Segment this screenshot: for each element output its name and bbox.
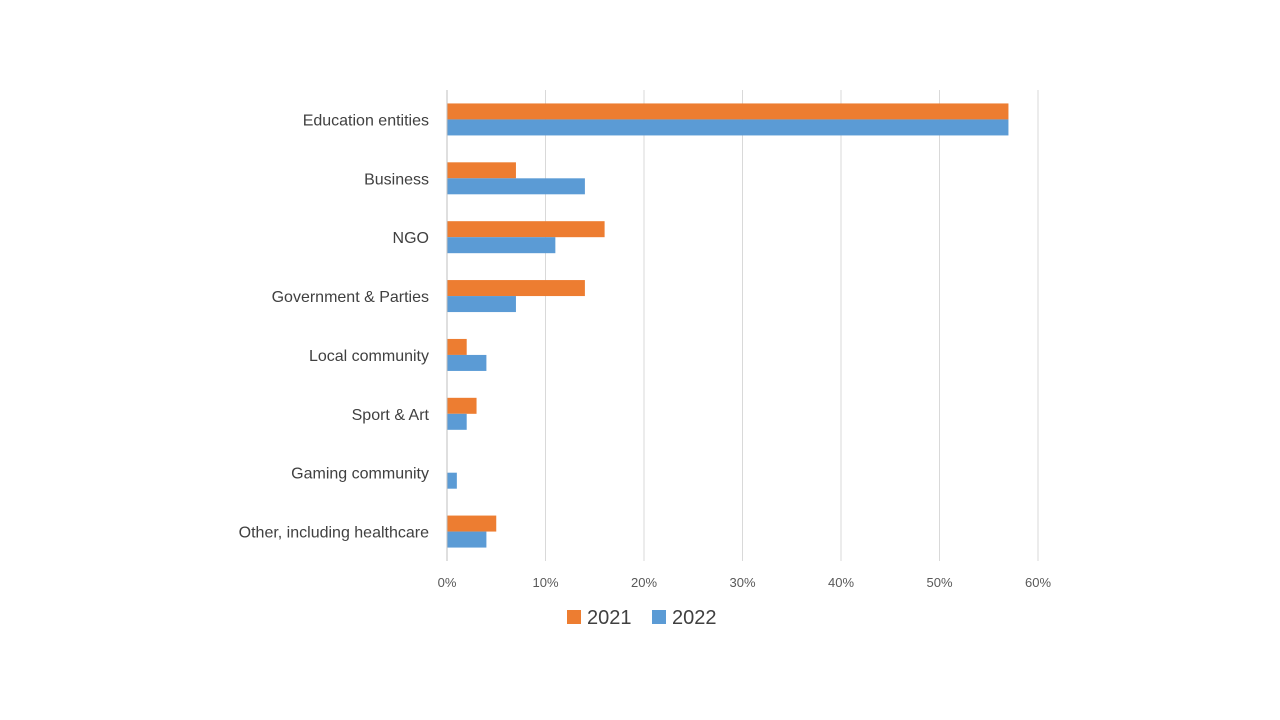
legend-label-2022: 2022 [672,607,717,629]
category-label: Education entities [303,112,429,129]
category-label: NGO [393,230,429,247]
bar-2022-7 [447,531,487,548]
bar-2021-5 [447,397,477,414]
category-label: Sport & Art [352,407,430,424]
bar-2021-1 [447,162,516,179]
bar-2022-1 [447,178,585,195]
bar-2021-0 [447,103,1009,120]
x-tick-label: 40% [828,575,854,590]
x-tick-label: 30% [729,575,755,590]
bar-2021-2 [447,221,605,238]
bar-2022-6 [447,472,457,489]
category-label: Government & Parties [272,289,429,306]
bars [447,103,1009,548]
x-tick-label: 0% [438,575,457,590]
x-tick-label: 10% [532,575,558,590]
category-labels: Education entities Business NGO Government … [239,112,430,541]
legend: 2021 2022 [567,607,717,629]
x-tick-label: 20% [631,575,657,590]
category-label: Gaming community [291,466,429,483]
gridlines [545,90,1039,561]
legend-label-2021: 2021 [587,607,632,629]
bar-2022-2 [447,237,556,254]
x-tick-label: 60% [1025,575,1051,590]
bar-2021-4 [447,338,467,355]
bar-2022-4 [447,354,487,371]
category-label: Other, including healthcare [239,525,429,542]
bar-2022-5 [447,413,467,430]
bar-2022-3 [447,296,516,313]
legend-swatch-2021 [567,610,581,624]
category-label: Business [364,171,429,188]
x-tick-label: 50% [926,575,952,590]
category-label: Local community [309,348,429,365]
bar-2021-3 [447,280,585,297]
bar-2022-0 [447,119,1009,136]
bar-2021-7 [447,515,497,532]
legend-swatch-2022 [652,610,666,624]
x-tick-labels: 0% 10% 20% 30% 40% 50% 60% [438,575,1052,590]
